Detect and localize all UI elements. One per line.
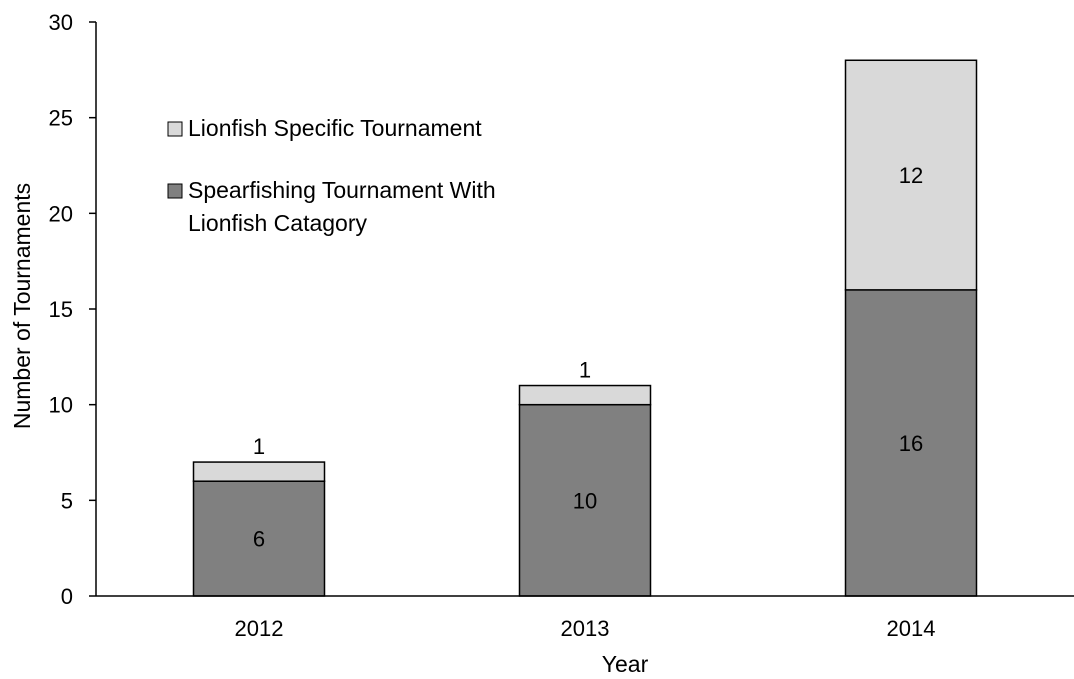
y-tick-label: 30 xyxy=(49,10,73,35)
legend-swatch xyxy=(167,121,183,137)
legend-label: Lionfish Catagory xyxy=(188,210,367,236)
y-tick-label: 25 xyxy=(49,106,73,131)
y-tick-label: 5 xyxy=(61,488,73,513)
x-axis-title: Year xyxy=(602,651,649,677)
legend: Lionfish Specific Tournament Spearfishing… xyxy=(167,115,496,236)
axes-layer: 2012 2013 2014 0 5 10 15 20 25 30 xyxy=(49,10,1074,641)
legend-swatch xyxy=(167,183,183,199)
data-label: 16 xyxy=(899,431,923,456)
x-tick-label: 2014 xyxy=(887,616,936,641)
y-axis-title: Number of Tournaments xyxy=(9,183,35,429)
x-tick-label: 2012 xyxy=(235,616,284,641)
bar-segment xyxy=(844,289,978,597)
y-tick-label: 10 xyxy=(49,393,73,418)
bar-segment xyxy=(192,480,326,597)
bar-segment xyxy=(192,461,326,482)
y-tick-label: 0 xyxy=(61,584,73,609)
data-label: 1 xyxy=(253,434,265,459)
legend-label: Lionfish Specific Tournament xyxy=(188,115,482,141)
bar-segment xyxy=(518,384,652,406)
legend-label: Spearfishing Tournament With xyxy=(188,177,496,203)
data-labels-layer: 6 1 10 1 16 12 xyxy=(253,163,923,552)
x-tick-label: 2013 xyxy=(561,616,610,641)
bar-segment xyxy=(844,59,978,291)
y-tick-label: 20 xyxy=(49,201,73,226)
data-label: 6 xyxy=(253,527,265,552)
data-label: 10 xyxy=(573,488,597,513)
data-label: 12 xyxy=(899,163,923,188)
y-tick-label: 15 xyxy=(49,297,73,322)
data-label: 1 xyxy=(579,358,591,383)
bars-layer xyxy=(192,59,978,597)
